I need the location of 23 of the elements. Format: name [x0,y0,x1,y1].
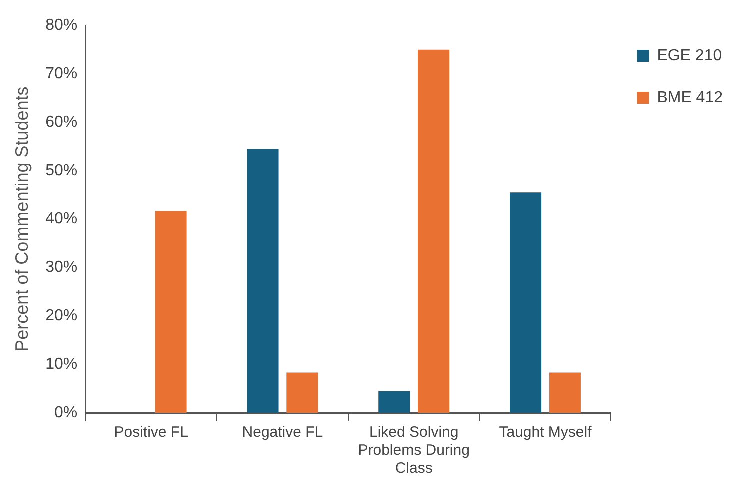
bar [549,372,581,413]
x-tick-label: Liked Solving Problems During Class [358,424,470,478]
y-tick-label: 0% [54,404,78,422]
y-tick-label: 30% [46,259,78,276]
bar [418,50,450,413]
x-tick-label: Taught Myself [499,424,593,442]
x-tick-label: Negative FL [242,424,324,442]
legend-label: EGE 210 [657,47,722,64]
y-tick-label: 20% [46,308,78,325]
bar [247,149,279,413]
y-tick-label: 80% [46,17,78,34]
bar [510,192,542,413]
y-tick-label: 60% [46,114,78,131]
y-tick-label: 40% [46,210,78,228]
x-tick-label: Positive FL [114,424,188,442]
bar [286,372,318,413]
legend-label: BME 412 [657,89,724,106]
y-tick-label: 10% [46,356,78,373]
y-tick-label: 50% [46,162,78,180]
bar [378,391,410,413]
y-axis-title: Percent of Commenting Students [12,86,32,352]
bar [155,211,187,413]
y-tick-label: 70% [46,65,78,82]
